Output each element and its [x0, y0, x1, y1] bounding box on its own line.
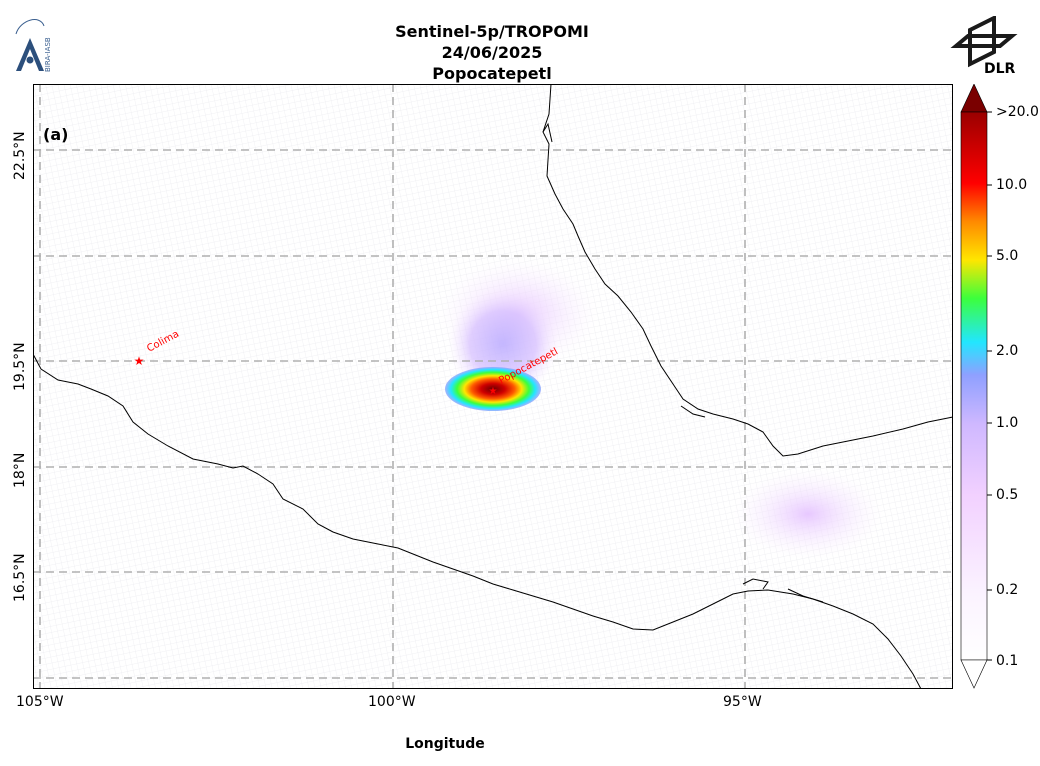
title-line-2: 24/06/2025 — [441, 43, 543, 62]
colorbar — [960, 84, 992, 689]
lon-tick-105w: 105°W — [16, 694, 64, 710]
bira-iasb-logo: BIRA-IASB — [15, 19, 52, 72]
lat-tick-18n: 18°N — [12, 452, 28, 488]
cb-tick-0-5: 0.5 — [996, 487, 1019, 503]
lat-tick-19-5n: 19.5°N — [12, 342, 28, 391]
star-icon: ★ — [489, 386, 498, 397]
cb-tick-0-1: 0.1 — [996, 653, 1019, 669]
cb-tick-10: 10.0 — [996, 177, 1028, 193]
lon-tick-95w: 95°W — [723, 694, 762, 710]
dlr-label: DLR — [984, 61, 1016, 77]
dlr-logo — [950, 16, 1018, 68]
so2-faint-region-east — [733, 469, 883, 559]
coastline — [33, 84, 953, 689]
cb-tick-2: 2.0 — [996, 343, 1019, 359]
cb-tick-20: >20.0 — [996, 104, 1039, 120]
title-line-1: Sentinel-5p/TROPOMI — [395, 22, 589, 41]
x-axis-label: Longitude — [405, 736, 485, 752]
title-line-3: Popocatepetl — [432, 64, 552, 83]
lat-tick-22-5n: 22.5°N — [12, 131, 28, 180]
lon-tick-100w: 100°W — [368, 694, 416, 710]
so2-plume-popocatepetl — [445, 367, 541, 411]
map-frame — [33, 84, 953, 689]
map-panel[interactable]: ★ Colima ★ Popocatepetl — [33, 84, 953, 689]
lat-tick-16-5n: 16.5°N — [12, 553, 28, 602]
star-icon: ★ — [134, 354, 145, 368]
graticule — [33, 84, 953, 689]
cb-tick-1: 1.0 — [996, 415, 1019, 431]
panel-label: (a) — [43, 125, 69, 144]
cb-tick-5: 5.0 — [996, 248, 1019, 264]
cb-tick-0-2: 0.2 — [996, 582, 1019, 598]
bira-iasb-text: BIRA-IASB — [44, 37, 52, 72]
